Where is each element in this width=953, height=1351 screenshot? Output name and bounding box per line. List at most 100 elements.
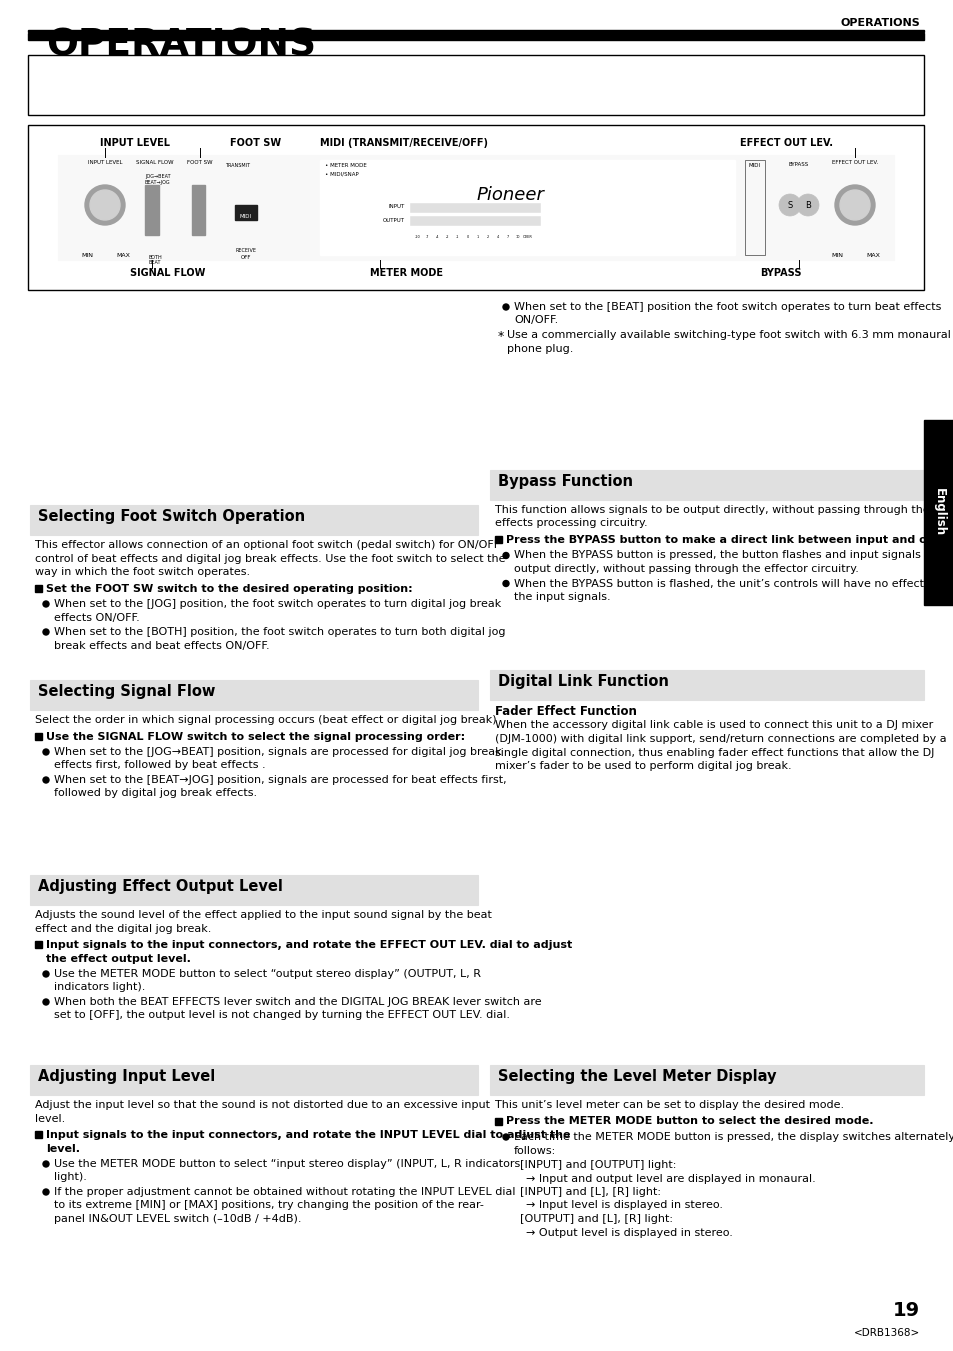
Text: RECEIVE: RECEIVE — [235, 249, 256, 253]
Text: BYPASS: BYPASS — [788, 162, 808, 168]
Circle shape — [43, 630, 49, 635]
Bar — [28, 126, 923, 290]
Text: FOOT SW: FOOT SW — [230, 138, 281, 149]
Bar — [30, 1065, 477, 1096]
Text: Input signals to the input connectors, and rotate the EFFECT OUT LEV. dial to ad: Input signals to the input connectors, a… — [46, 940, 572, 950]
Bar — [35, 1131, 42, 1138]
Text: Select the order in which signal processing occurs (beat effect or digital jog b: Select the order in which signal process… — [35, 715, 497, 725]
Text: panel IN&OUT LEVEL switch (–10dB / +4dB).: panel IN&OUT LEVEL switch (–10dB / +4dB)… — [54, 1215, 301, 1224]
Text: effects first, followed by beat effects .: effects first, followed by beat effects … — [54, 761, 265, 770]
Bar — [30, 505, 477, 535]
Circle shape — [43, 1161, 49, 1167]
Text: -4: -4 — [436, 235, 439, 239]
Text: followed by digital jog break effects.: followed by digital jog break effects. — [54, 789, 257, 798]
Bar — [319, 159, 734, 255]
Text: ON/OFF.: ON/OFF. — [514, 316, 558, 326]
Text: FOOT SW: FOOT SW — [187, 159, 213, 165]
Text: Use the METER MODE button to select “input stereo display” (INPUT, L, R indicato: Use the METER MODE button to select “inp… — [54, 1159, 519, 1169]
Text: [INPUT] and [OUTPUT] light:: [INPUT] and [OUTPUT] light: — [519, 1161, 676, 1170]
Text: Adjusting Input Level: Adjusting Input Level — [38, 1069, 215, 1084]
Bar — [410, 216, 539, 226]
Text: effect and the digital jog break.: effect and the digital jog break. — [35, 924, 212, 934]
Circle shape — [502, 304, 509, 309]
Bar — [192, 185, 205, 235]
Bar — [30, 875, 477, 905]
Text: [INPUT] and [L], [R] light:: [INPUT] and [L], [R] light: — [519, 1188, 660, 1197]
Circle shape — [85, 185, 125, 226]
Text: When the BYPASS button is pressed, the button flashes and input signals are: When the BYPASS button is pressed, the b… — [514, 550, 942, 561]
Text: INPUT: INPUT — [388, 204, 405, 209]
Text: level.: level. — [35, 1113, 65, 1124]
Text: the input signals.: the input signals. — [514, 592, 610, 603]
Text: • MIDI/SNAP: • MIDI/SNAP — [325, 172, 358, 176]
Text: mixer’s fader to be used to perform digital jog break.: mixer’s fader to be used to perform digi… — [495, 761, 791, 771]
Text: 0: 0 — [466, 235, 469, 239]
Text: OPERATIONS: OPERATIONS — [840, 18, 919, 28]
Text: B: B — [804, 200, 810, 209]
Bar — [923, 420, 953, 605]
Text: BOTH: BOTH — [148, 255, 162, 259]
Text: Adjusts the sound level of the effect applied to the input sound signal by the b: Adjusts the sound level of the effect ap… — [35, 911, 492, 920]
Bar — [35, 942, 42, 948]
Text: JOG→BEAT: JOG→BEAT — [145, 174, 171, 178]
Text: MIN: MIN — [830, 253, 842, 258]
Text: MIN: MIN — [81, 253, 92, 258]
Text: Each time the METER MODE button is pressed, the display switches alternately as: Each time the METER MODE button is press… — [514, 1132, 953, 1142]
Circle shape — [43, 1189, 49, 1196]
Circle shape — [502, 553, 509, 558]
Text: OFF: OFF — [240, 255, 251, 259]
Circle shape — [840, 190, 869, 220]
Text: English: English — [931, 489, 944, 536]
Text: effects processing circuitry.: effects processing circuitry. — [495, 519, 647, 528]
Text: (DJM-1000) with digital link support, send/return connections are completed by a: (DJM-1000) with digital link support, se… — [495, 734, 945, 744]
Bar — [495, 536, 501, 543]
Text: METER MODE: METER MODE — [370, 267, 442, 278]
Text: Adjusting Effect Output Level: Adjusting Effect Output Level — [38, 880, 283, 894]
Text: set to [OFF], the output level is not changed by turning the EFFECT OUT LEV. dia: set to [OFF], the output level is not ch… — [54, 1011, 510, 1020]
Text: -10: -10 — [415, 235, 420, 239]
Text: 19: 19 — [892, 1301, 919, 1320]
Text: This function allows signals to be output directly, without passing through the: This function allows signals to be outpu… — [495, 505, 929, 515]
Circle shape — [43, 971, 49, 977]
Text: 10: 10 — [516, 235, 519, 239]
Bar — [490, 670, 923, 700]
Bar — [35, 585, 42, 592]
Text: break effects and beat effects ON/OFF.: break effects and beat effects ON/OFF. — [54, 640, 270, 650]
Text: 4: 4 — [497, 235, 498, 239]
Text: MAX: MAX — [865, 253, 879, 258]
Text: When set to the [JOG] position, the foot switch operates to turn digital jog bre: When set to the [JOG] position, the foot… — [54, 598, 500, 609]
Text: <DRB1368>: <DRB1368> — [853, 1328, 919, 1337]
Text: follows:: follows: — [514, 1146, 556, 1155]
Bar — [490, 470, 923, 500]
Text: Input signals to the input connectors, and rotate the INPUT LEVEL dial to adjust: Input signals to the input connectors, a… — [46, 1129, 570, 1140]
Text: 1: 1 — [476, 235, 478, 239]
Bar — [35, 732, 42, 739]
Text: BEAT→JOG: BEAT→JOG — [145, 180, 171, 185]
Text: Selecting the Level Meter Display: Selecting the Level Meter Display — [497, 1069, 776, 1084]
Bar — [58, 155, 893, 259]
Text: to its extreme [MIN] or [MAX] positions, try changing the position of the rear-: to its extreme [MIN] or [MAX] positions,… — [54, 1201, 483, 1210]
Text: EFFECT OUT LEV.: EFFECT OUT LEV. — [740, 138, 832, 149]
Circle shape — [43, 998, 49, 1005]
Text: When the BYPASS button is flashed, the unit’s controls will have no effect on: When the BYPASS button is flashed, the u… — [514, 578, 941, 589]
Text: -2: -2 — [446, 235, 449, 239]
Circle shape — [43, 601, 49, 607]
Text: When the accessory digital link cable is used to connect this unit to a DJ mixer: When the accessory digital link cable is… — [495, 720, 932, 731]
Text: When both the BEAT EFFECTS lever switch and the DIGITAL JOG BREAK lever switch a: When both the BEAT EFFECTS lever switch … — [54, 997, 541, 1006]
Circle shape — [43, 777, 49, 784]
Text: When set to the [BOTH] position, the foot switch operates to turn both digital j: When set to the [BOTH] position, the foo… — [54, 627, 505, 638]
Text: When set to the [BEAT→JOG] position, signals are processed for beat effects firs: When set to the [BEAT→JOG] position, sig… — [54, 775, 506, 785]
Text: -1: -1 — [456, 235, 459, 239]
Text: INPUT LEVEL: INPUT LEVEL — [88, 159, 122, 165]
Text: Press the BYPASS button to make a direct link between input and output.: Press the BYPASS button to make a direct… — [505, 535, 953, 544]
Text: SIGNAL FLOW: SIGNAL FLOW — [136, 159, 173, 165]
Bar — [28, 32, 923, 41]
Bar — [28, 30, 923, 32]
Text: → Input level is displayed in stereo.: → Input level is displayed in stereo. — [525, 1201, 722, 1210]
Text: TRANSMIT: TRANSMIT — [225, 163, 251, 168]
Bar — [30, 680, 477, 711]
Circle shape — [796, 195, 818, 216]
Bar — [410, 203, 539, 212]
Text: Selecting Foot Switch Operation: Selecting Foot Switch Operation — [38, 509, 305, 524]
Text: *: * — [497, 330, 504, 343]
